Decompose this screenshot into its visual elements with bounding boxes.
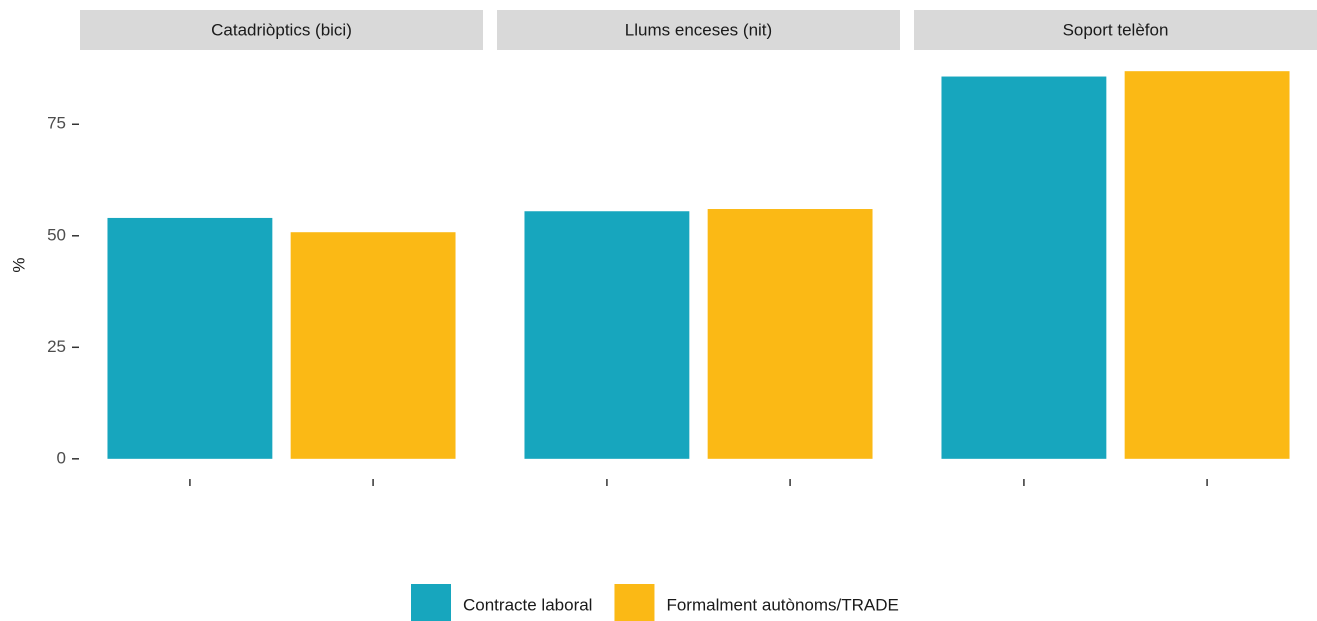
- bar: [1124, 71, 1290, 459]
- legend-label: Contracte laboral: [463, 595, 592, 614]
- y-tick-label: 75: [47, 114, 66, 133]
- y-tick-label: 0: [57, 448, 66, 467]
- facet-label: Catadriòptics (bici): [211, 20, 352, 39]
- facet-strip: [80, 10, 483, 50]
- legend-key: [411, 584, 451, 621]
- y-tick-label: 50: [47, 225, 66, 244]
- bar: [707, 209, 873, 459]
- facet-strip: [497, 10, 900, 50]
- bar: [941, 76, 1107, 459]
- legend-key: [614, 584, 655, 621]
- bar: [107, 217, 273, 459]
- bar: [524, 211, 690, 459]
- facet-label: Soport telèfon: [1063, 20, 1169, 39]
- y-tick-label: 25: [47, 337, 66, 356]
- y-axis-label: %: [9, 257, 28, 272]
- facet-strip: [914, 10, 1317, 50]
- facet-label: Llums enceses (nit): [625, 20, 772, 39]
- legend-label: Formalment autònoms/TRADE: [666, 595, 898, 614]
- bar: [290, 232, 456, 459]
